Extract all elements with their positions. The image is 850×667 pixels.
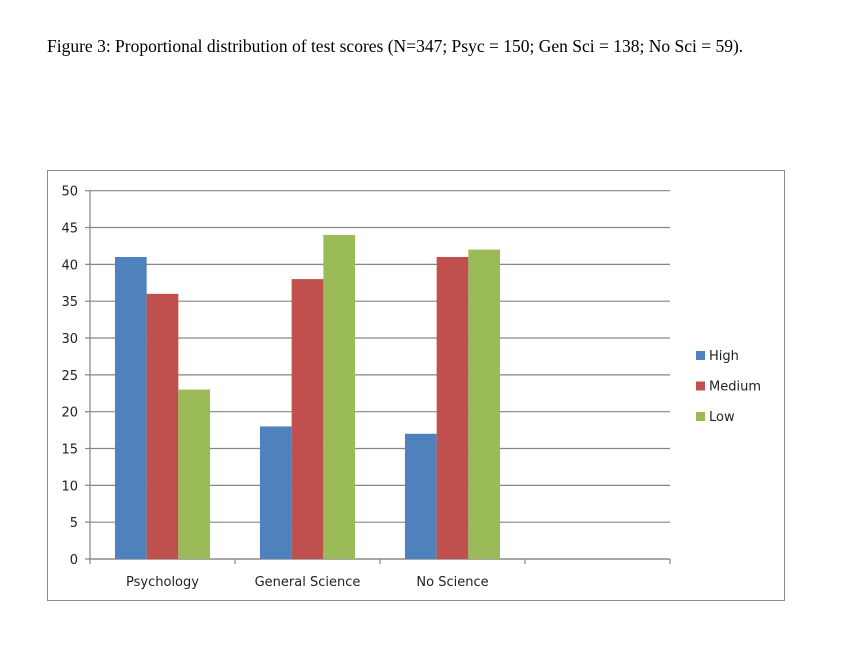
bar-low-psychology: [178, 389, 211, 559]
bar-low-general-science: [323, 234, 356, 559]
legend-label-low: Low: [709, 410, 735, 425]
bar-high-no-science: [404, 433, 437, 559]
y-tick-label: 40: [61, 258, 78, 273]
legend-label-high: High: [709, 349, 739, 364]
y-tick-label: 25: [61, 369, 78, 384]
bar-medium-general-science: [291, 279, 324, 559]
y-tick-label: 10: [61, 479, 78, 494]
legend-label-medium: Medium: [709, 380, 761, 395]
y-tick-label: 50: [61, 185, 78, 200]
bar-low-no-science: [468, 249, 501, 560]
y-tick-label: 0: [70, 553, 78, 568]
bar-high-psychology: [114, 256, 147, 559]
x-tick-label: Psychology: [126, 575, 199, 590]
y-tick-label: 35: [61, 295, 78, 310]
y-tick-label: 20: [61, 406, 78, 421]
x-tick-label: No Science: [416, 575, 488, 590]
y-tick-label: 5: [70, 516, 78, 531]
legend-swatch-medium: [696, 381, 705, 391]
y-tick-label: 15: [61, 443, 78, 458]
bar-medium-psychology: [146, 293, 179, 559]
legend-swatch-low: [696, 412, 705, 421]
x-tick-label: General Science: [255, 575, 361, 590]
y-tick-label: 30: [61, 332, 78, 347]
legend-swatch-high: [696, 351, 705, 360]
figure-caption: Figure 3: Proportional distribution of t…: [47, 36, 744, 56]
bar-medium-no-science: [436, 256, 469, 559]
chart-frame: [47, 170, 785, 601]
bar-high-general-science: [259, 426, 292, 559]
y-tick-label: 45: [61, 222, 78, 237]
